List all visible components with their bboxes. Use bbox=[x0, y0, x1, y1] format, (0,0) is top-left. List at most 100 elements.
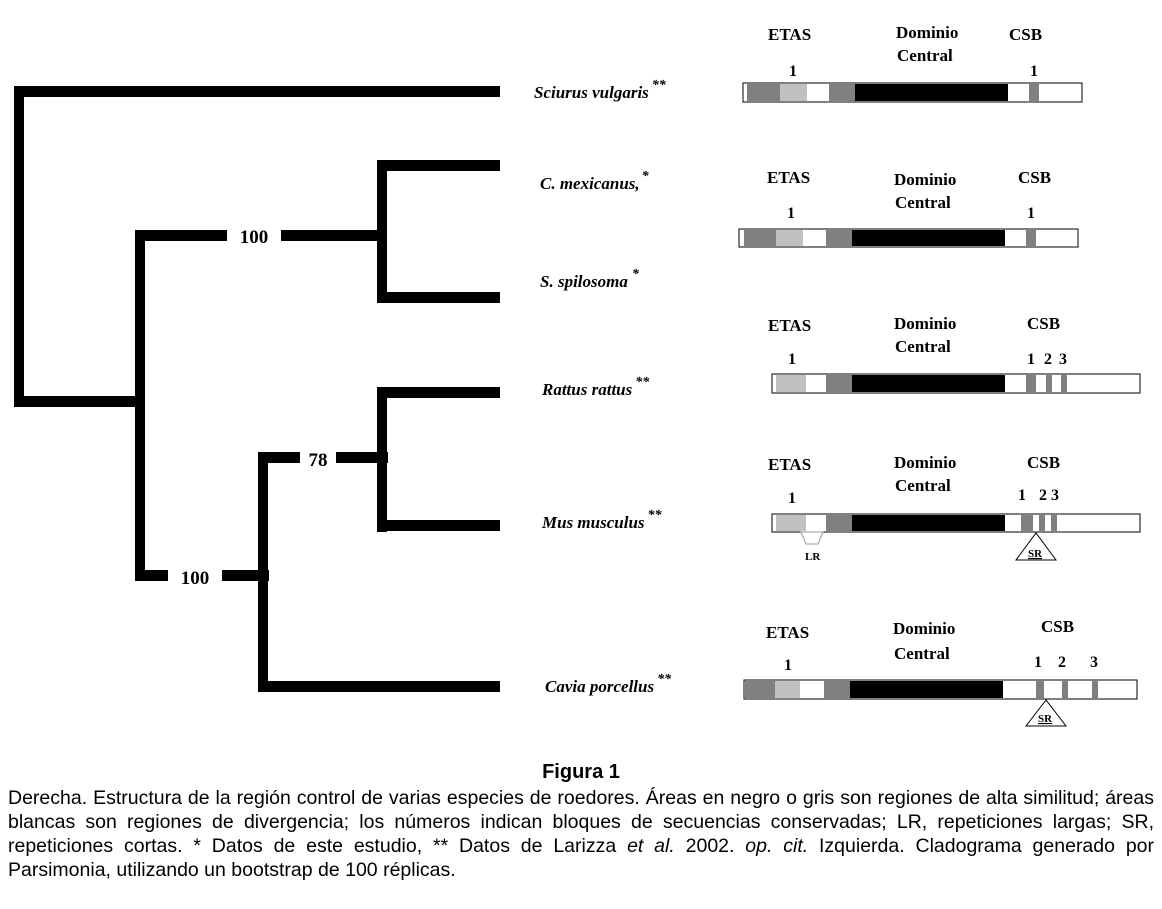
bootstrap-value: 78 bbox=[309, 450, 328, 471]
dominio-label: Dominio bbox=[896, 23, 958, 42]
taxon-note: ** bbox=[635, 375, 650, 390]
branch-78-right bbox=[336, 452, 388, 463]
branch-sciurus bbox=[14, 86, 500, 97]
sciurid-vertical-branch bbox=[377, 160, 387, 303]
branch-100-right bbox=[281, 230, 380, 241]
central-label: Central bbox=[895, 337, 951, 356]
murid-vertical-branch bbox=[377, 387, 387, 532]
csb-block-number: 2 bbox=[1039, 487, 1047, 504]
light-gray-block bbox=[780, 84, 807, 101]
taxon-label: Rattus rattus ** bbox=[541, 375, 650, 399]
control-region-mexicanus: ETAS Dominio Central CSB 1 1 bbox=[738, 168, 1079, 248]
dark-gray-block bbox=[829, 84, 855, 101]
lr-label: LR bbox=[805, 551, 821, 563]
caption-title: Figura 1 bbox=[542, 761, 620, 783]
csb-block-number: 1 bbox=[1027, 205, 1035, 222]
csb-block-number: 3 bbox=[1059, 351, 1067, 368]
branch-mexicanus bbox=[377, 160, 500, 171]
dark-gray-block bbox=[824, 681, 850, 698]
central-label: Central bbox=[895, 476, 951, 495]
etas-label: ETAS bbox=[767, 168, 810, 187]
etas-block-number: 1 bbox=[788, 351, 796, 368]
csb-block-number: 3 bbox=[1090, 654, 1098, 671]
csb1-block bbox=[1026, 375, 1036, 392]
etas-block-number: 1 bbox=[789, 63, 797, 80]
etas-label: ETAS bbox=[768, 25, 811, 44]
csb3-block bbox=[1051, 515, 1057, 531]
dark-gray-block bbox=[826, 515, 852, 531]
central-label: Central bbox=[897, 46, 953, 65]
sr-label: SR bbox=[1038, 713, 1053, 725]
branch-spilosoma bbox=[377, 292, 500, 303]
cladeB-vertical-branch bbox=[258, 452, 268, 692]
light-gray-block bbox=[775, 681, 800, 698]
branch-100-left bbox=[135, 230, 227, 241]
csb-block-number: 3 bbox=[1051, 487, 1059, 504]
taxon-note: * bbox=[632, 267, 640, 282]
bootstrap-value: 100 bbox=[240, 227, 269, 248]
csb-label: CSB bbox=[1027, 314, 1060, 333]
short-repeat-marker bbox=[1015, 532, 1057, 561]
dark-gray-block bbox=[744, 230, 776, 246]
bootstrap-value: 100 bbox=[181, 568, 210, 589]
csb-block-number: 2 bbox=[1044, 351, 1052, 368]
taxon-label: Mus musculus ** bbox=[541, 508, 663, 532]
caption-part: 2002. bbox=[674, 835, 746, 857]
csb3-block bbox=[1061, 375, 1067, 392]
figure-caption: Figura 1 Derecha. Estructura de la regió… bbox=[8, 760, 1154, 882]
root-vertical-branch bbox=[14, 86, 24, 404]
central-domain-block bbox=[850, 681, 1003, 698]
csb3-block bbox=[1092, 681, 1098, 698]
taxon-name: Cavia porcellus bbox=[545, 677, 654, 696]
sr-label: SR bbox=[1028, 548, 1043, 560]
etas-block-number: 1 bbox=[787, 205, 795, 222]
csb-block-number: 2 bbox=[1058, 654, 1066, 671]
central-label: Central bbox=[894, 644, 950, 663]
light-gray-block bbox=[776, 515, 806, 531]
etas-block-number: 1 bbox=[784, 657, 792, 674]
long-repeat-marker bbox=[800, 531, 824, 545]
central-domain-block bbox=[852, 230, 1005, 246]
csb1-block bbox=[1026, 230, 1036, 246]
cladeA-vertical-branch bbox=[135, 230, 145, 579]
central-label: Central bbox=[895, 193, 951, 212]
branch-rattus bbox=[377, 387, 500, 398]
caption-etal: et al. bbox=[627, 835, 675, 857]
csb2-block bbox=[1062, 681, 1068, 698]
taxon-name: Sciurus vulgaris bbox=[534, 83, 649, 102]
dominio-label: Dominio bbox=[893, 619, 955, 638]
taxon-name: C. mexicanus, bbox=[540, 174, 640, 193]
taxon-note: * bbox=[642, 169, 650, 184]
taxon-label: C. mexicanus, * bbox=[540, 169, 650, 193]
caption-text: Derecha. Estructura de la región control… bbox=[8, 786, 1154, 882]
caption-part: Izquierda. Cladograma generado por Parsi… bbox=[8, 835, 1155, 881]
dark-gray-block bbox=[745, 681, 775, 698]
dark-gray-block bbox=[747, 84, 780, 101]
dominio-label: Dominio bbox=[894, 170, 956, 189]
branch-78-left bbox=[258, 452, 300, 463]
control-region-mus: ETAS Dominio Central CSB 1 1 2 3 LR SR bbox=[768, 453, 1141, 563]
central-domain-block bbox=[855, 84, 1008, 101]
dark-gray-block bbox=[826, 375, 852, 392]
branch-mus bbox=[377, 520, 500, 531]
dominio-label: Dominio bbox=[894, 453, 956, 472]
csb-block-number: 1 bbox=[1027, 351, 1035, 368]
light-gray-block bbox=[776, 230, 803, 246]
taxon-name: S. spilosoma bbox=[540, 272, 628, 291]
light-gray-block bbox=[776, 375, 806, 392]
csb-label: CSB bbox=[1009, 25, 1042, 44]
taxon-label: Sciurus vulgaris ** bbox=[534, 78, 667, 102]
etas-block-number: 1 bbox=[788, 490, 796, 507]
control-region-rattus: ETAS Dominio Central CSB 1 1 2 3 bbox=[768, 314, 1141, 394]
etas-label: ETAS bbox=[768, 455, 811, 474]
taxon-name: Rattus rattus bbox=[541, 380, 633, 399]
branch-100-lower-left bbox=[135, 570, 168, 581]
branch-cavia bbox=[258, 681, 500, 692]
csb1-block bbox=[1029, 84, 1039, 101]
csb-label: CSB bbox=[1027, 453, 1060, 472]
central-domain-block bbox=[852, 515, 1005, 531]
taxon-label: S. spilosoma * bbox=[540, 267, 640, 291]
dark-gray-block bbox=[826, 230, 852, 246]
etas-label: ETAS bbox=[766, 623, 809, 642]
taxon-name: Mus musculus bbox=[541, 513, 645, 532]
